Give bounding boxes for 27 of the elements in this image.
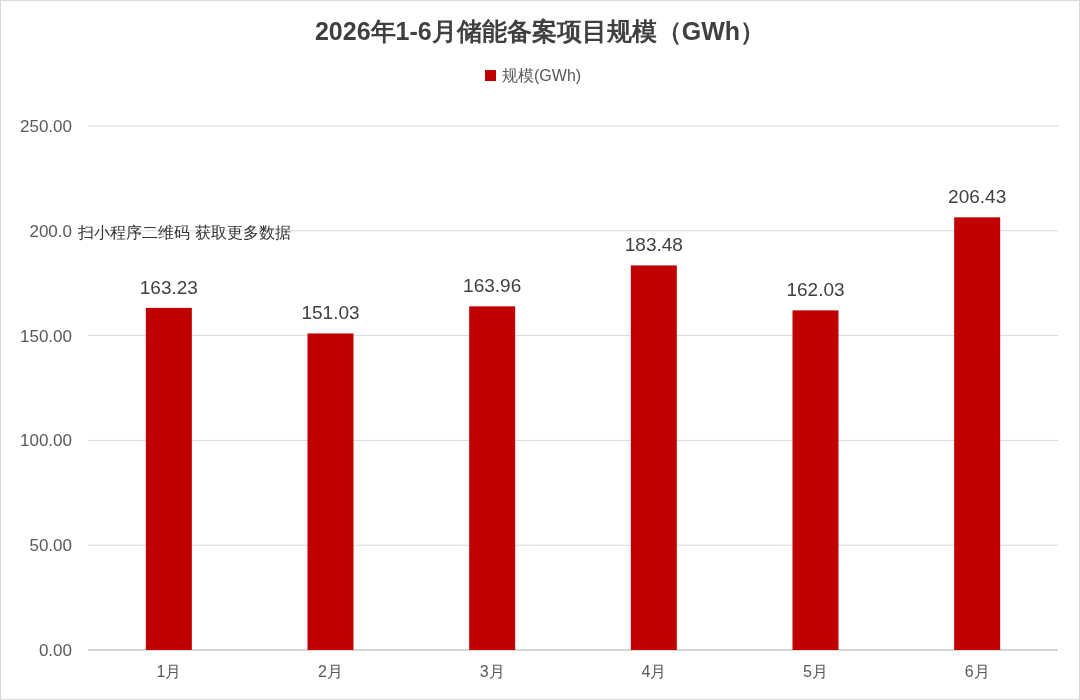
x-tick-label: 2月: [318, 663, 343, 680]
annotation: 扫小程序二维码 获取更多数据: [77, 223, 292, 242]
y-tick-label: 200.0: [29, 221, 72, 241]
bar: [792, 310, 839, 650]
legend-label: 规模(GWh): [502, 67, 582, 84]
x-tick-label: 3月: [479, 663, 505, 680]
bar: [469, 306, 516, 650]
data-label: 162.03: [786, 279, 845, 301]
x-tick-label: 5月: [803, 663, 828, 680]
x-tick-label: 1月: [156, 663, 182, 680]
y-tick-label: 250.00: [20, 117, 72, 136]
data-label: 163.23: [139, 276, 198, 298]
data-label: 151.03: [301, 302, 360, 324]
y-tick-label: 100.00: [20, 431, 72, 451]
bar: [307, 333, 354, 650]
y-tick-label: 150.00: [20, 326, 72, 346]
bar: [954, 217, 1001, 650]
x-tick-label: 4月: [641, 663, 667, 680]
y-tick-label: 50.00: [29, 536, 72, 556]
x-tick-label: 6月: [964, 663, 990, 680]
bar: [145, 307, 192, 650]
y-tick-label: 0.00: [38, 641, 72, 660]
data-label: 183.48: [624, 234, 683, 256]
bar: [630, 265, 677, 650]
data-label: 163.96: [463, 275, 522, 297]
chart-title: 2026年1-6月储能备案项目规模（GWh）: [314, 17, 766, 45]
data-label: 206.43: [948, 186, 1007, 208]
